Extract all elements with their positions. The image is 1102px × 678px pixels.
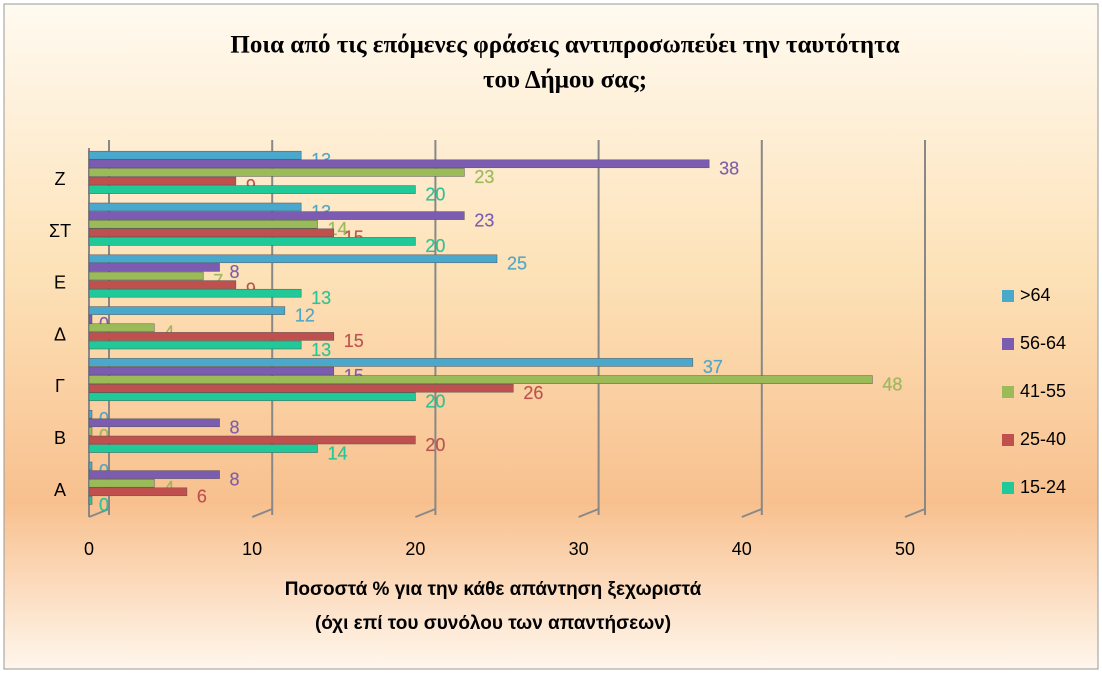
legend-swatch — [1002, 338, 1014, 350]
data-label: 6 — [197, 487, 207, 507]
y-tick-label: Δ — [54, 324, 66, 344]
data-label: 14 — [327, 443, 347, 463]
bar — [88, 478, 155, 488]
grid-line — [578, 508, 599, 518]
grid-line — [904, 508, 926, 518]
data-label: 13 — [311, 288, 331, 308]
legend-swatch — [1002, 386, 1014, 398]
data-label: 38 — [719, 159, 739, 179]
x-tick-label: 20 — [405, 539, 425, 559]
bar — [88, 323, 155, 333]
bar — [88, 237, 416, 246]
data-label: 0 — [99, 495, 109, 515]
bar — [88, 444, 318, 453]
x-tick-label: 50 — [895, 539, 915, 559]
data-label: 26 — [523, 383, 543, 403]
grid-line — [415, 508, 436, 518]
data-label: 13 — [311, 340, 331, 360]
bar — [88, 168, 465, 177]
x-axis-title: (όχι επί του συνόλου των απαντήσεων) — [315, 613, 671, 634]
bar — [88, 254, 498, 264]
x-tick-label: 10 — [242, 539, 262, 559]
legend-label: 41-55 — [1020, 381, 1066, 401]
bar — [88, 435, 416, 445]
bar — [88, 375, 873, 384]
data-label: 23 — [474, 210, 494, 230]
grid-line — [251, 508, 273, 518]
legend-swatch — [1002, 434, 1014, 446]
legend-label: 56-64 — [1020, 333, 1066, 353]
data-label: 20 — [425, 236, 445, 256]
chart-title: του Δήμου σας; — [483, 67, 647, 94]
bar — [88, 358, 694, 367]
x-tick-label: 40 — [732, 539, 752, 559]
bar — [88, 176, 237, 186]
data-label: 25 — [507, 254, 527, 274]
bar — [88, 332, 335, 341]
data-label: 23 — [474, 167, 494, 187]
y-tick-label: Β — [54, 428, 66, 448]
bar — [88, 263, 220, 272]
bar — [88, 288, 302, 298]
legend-swatch — [1002, 482, 1014, 494]
x-tick-label: 30 — [569, 539, 589, 559]
data-label: 20 — [425, 392, 445, 412]
bar — [88, 487, 188, 497]
y-tick-label: Ζ — [55, 169, 66, 189]
data-label: 8 — [230, 469, 240, 489]
y-tick-label: Α — [54, 480, 66, 500]
bar — [88, 219, 318, 229]
bar — [88, 159, 710, 169]
data-label: 8 — [230, 262, 240, 282]
bar — [88, 427, 93, 436]
bar — [88, 496, 93, 505]
bar — [88, 418, 220, 428]
bar — [88, 470, 220, 479]
data-label: 20 — [425, 435, 445, 455]
y-tick-label: Ε — [54, 273, 66, 293]
bar — [88, 383, 514, 393]
data-label: 8 — [230, 418, 240, 438]
bar — [88, 271, 204, 281]
bar — [88, 461, 93, 471]
y-tick-label: ΣΤ — [49, 221, 71, 241]
bar — [88, 409, 93, 419]
data-label: 15 — [344, 331, 364, 351]
data-label: 12 — [295, 305, 315, 325]
x-tick-label: 0 — [84, 539, 94, 559]
legend-label: 25-40 — [1020, 429, 1066, 449]
bar — [88, 211, 465, 220]
legend-label: 15-24 — [1020, 477, 1066, 497]
bar — [88, 306, 286, 315]
bar — [88, 366, 335, 376]
grid-line — [741, 508, 763, 518]
chart-title: Ποια από τις επόμενες φράσεις αντιπροσωπ… — [230, 32, 899, 59]
bar — [88, 150, 302, 160]
y-tick-label: Γ — [55, 376, 65, 396]
bar — [88, 280, 237, 289]
bar — [88, 228, 335, 238]
bar — [88, 185, 416, 194]
grid-line — [88, 508, 110, 518]
data-label: 20 — [425, 184, 445, 204]
legend-swatch — [1002, 290, 1014, 302]
x-axis-title: Ποσοστά % για την κάθε απάντηση ξεχωριστ… — [285, 579, 702, 600]
data-label: 37 — [703, 357, 723, 377]
bar — [88, 314, 93, 324]
bar — [88, 202, 302, 212]
bar — [88, 340, 302, 350]
legend-label: >64 — [1020, 285, 1051, 305]
bar — [88, 392, 416, 402]
data-label: 48 — [882, 374, 902, 394]
